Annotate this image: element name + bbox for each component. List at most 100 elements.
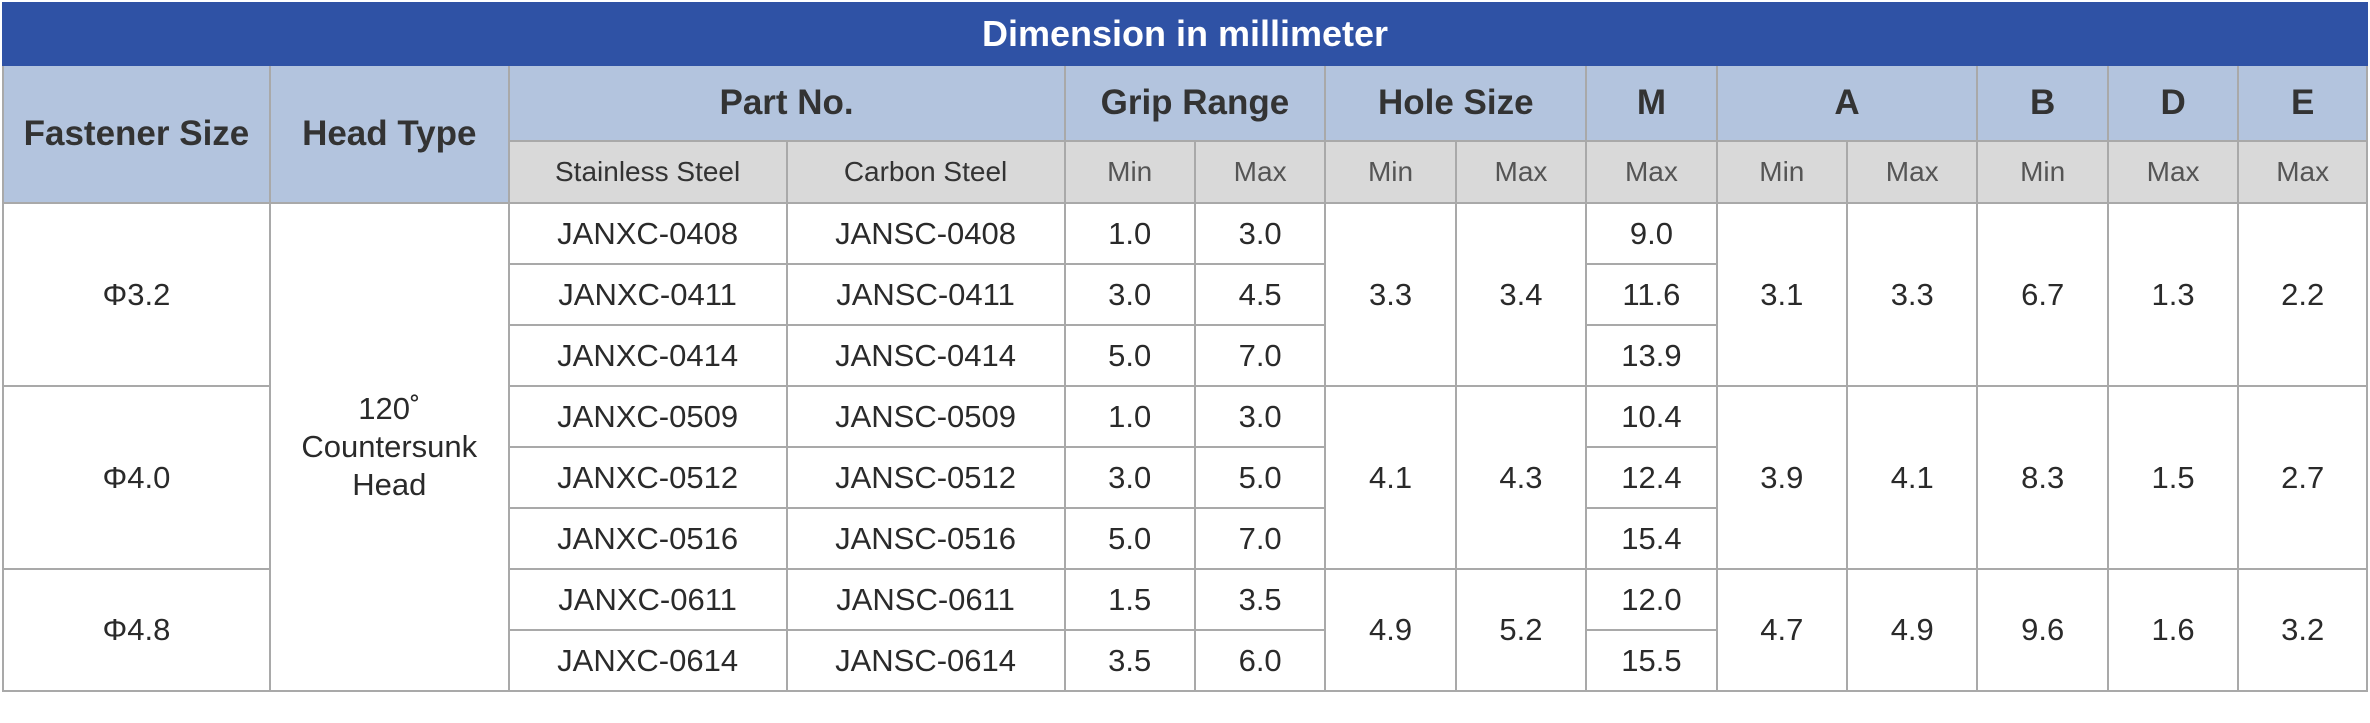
header-grip-range: Grip Range: [1063, 64, 1327, 142]
b-min-cell: 8.3: [1976, 385, 2109, 570]
header-fastener-size: Fastener Size: [2, 64, 271, 204]
a-max-cell: 3.3: [1846, 202, 1979, 387]
fastener-size-cell: Φ4.0: [2, 385, 271, 570]
table-row: Φ3.2 120˚ Countersunk Head JANXC-0408 JA…: [2, 202, 2368, 692]
carbon-part-cell: JANSC-0411: [785, 263, 1066, 326]
hole-min-cell: 3.3: [1324, 202, 1457, 387]
subheader-d-max: Max: [2106, 140, 2240, 204]
head-type-name: Countersunk: [301, 429, 478, 464]
subheader-a-min: Min: [1715, 140, 1849, 204]
grip-min-cell: 5.0: [1063, 507, 1196, 570]
stainless-part-cell: JANXC-0516: [507, 507, 788, 570]
subheader-carbon-steel: Carbon Steel: [785, 140, 1066, 204]
header-d: D: [2106, 64, 2240, 142]
header-e: E: [2237, 64, 2368, 142]
hole-max-cell: 3.4: [1454, 202, 1588, 387]
d-max-cell: 1.5: [2106, 385, 2240, 570]
subheader-grip-max: Max: [1193, 140, 1327, 204]
carbon-part-cell: JANSC-0516: [785, 507, 1066, 570]
header-head-type: Head Type: [268, 64, 510, 204]
grip-max-cell: 3.0: [1193, 202, 1327, 265]
stainless-part-cell: JANXC-0509: [507, 385, 788, 448]
m-max-cell: 10.4: [1585, 385, 1718, 448]
hole-min-cell: 4.1: [1324, 385, 1457, 570]
header-m: M: [1585, 64, 1718, 142]
header-part-no: Part No.: [507, 64, 1066, 142]
carbon-part-cell: JANSC-0509: [785, 385, 1066, 448]
header-hole-size: Hole Size: [1324, 64, 1588, 142]
table-row: JANXC-0516 JANSC-0516 5.0 7.0 15.4: [3, 507, 2367, 570]
d-max-cell: 1.3: [2106, 202, 2240, 387]
table-title: Dimension in millimeter: [2, 2, 2368, 66]
head-type-angle: 120˚: [358, 391, 421, 426]
b-min-cell: 9.6: [1976, 568, 2109, 692]
grip-max-cell: 7.0: [1193, 324, 1327, 387]
table-row: JANXC-0411 JANSC-0411 3.0 4.5 11.6: [3, 263, 2367, 326]
m-max-cell: 12.4: [1585, 446, 1718, 509]
table-row: Φ4.8 JANXC-0611 JANSC-0611 1.5 3.5 4.9 5…: [2, 568, 2368, 692]
grip-min-cell: 3.5: [1063, 629, 1196, 692]
carbon-part-cell: JANSC-0408: [785, 202, 1066, 265]
hole-max-cell: 5.2: [1454, 568, 1588, 692]
grip-max-cell: 4.5: [1193, 263, 1327, 326]
subheader-stainless-steel: Stainless Steel: [507, 140, 788, 204]
subheader-grip-min: Min: [1063, 140, 1196, 204]
table-row: JANXC-0614 JANSC-0614 3.5 6.0 15.5: [3, 629, 2367, 692]
a-min-cell: 3.1: [1715, 202, 1849, 387]
a-max-cell: 4.1: [1846, 385, 1979, 570]
stainless-part-cell: JANXC-0614: [507, 629, 788, 692]
m-max-cell: 11.6: [1585, 263, 1718, 326]
m-max-cell: 13.9: [1585, 324, 1718, 387]
stainless-part-cell: JANXC-0408: [507, 202, 788, 265]
grip-max-cell: 3.0: [1193, 385, 1327, 448]
subheader-hole-max: Max: [1454, 140, 1588, 204]
grip-max-cell: 6.0: [1193, 629, 1327, 692]
e-max-cell: 2.7: [2237, 385, 2368, 570]
table-row: JANXC-0512 JANSC-0512 3.0 5.0 12.4: [3, 446, 2367, 509]
a-min-cell: 3.9: [1715, 385, 1849, 570]
subheader-e-max: Max: [2237, 140, 2368, 204]
hole-max-cell: 4.3: [1454, 385, 1588, 570]
grip-min-cell: 1.5: [1063, 568, 1196, 631]
m-max-cell: 12.0: [1585, 568, 1718, 631]
fastener-size-cell: Φ4.8: [2, 568, 271, 692]
subheader-a-max: Max: [1846, 140, 1979, 204]
table-row: Φ4.0 JANXC-0509 JANSC-0509 1.0 3.0 4.1 4…: [2, 385, 2368, 570]
carbon-part-cell: JANSC-0512: [785, 446, 1066, 509]
a-min-cell: 4.7: [1715, 568, 1849, 692]
head-type-cell: 120˚ Countersunk Head: [268, 202, 510, 692]
grip-min-cell: 1.0: [1063, 202, 1196, 265]
subheader-hole-min: Min: [1324, 140, 1457, 204]
e-max-cell: 3.2: [2237, 568, 2368, 692]
subheader-m-max: Max: [1585, 140, 1718, 204]
grip-min-cell: 3.0: [1063, 263, 1196, 326]
a-max-cell: 4.9: [1846, 568, 1979, 692]
head-type-suffix: Head: [352, 467, 427, 502]
d-max-cell: 1.6: [2106, 568, 2240, 692]
stainless-part-cell: JANXC-0611: [507, 568, 788, 631]
stainless-part-cell: JANXC-0414: [507, 324, 788, 387]
dimension-table: Dimension in millimeter Fastener Size He…: [2, 2, 2368, 692]
grip-max-cell: 5.0: [1193, 446, 1327, 509]
grip-min-cell: 5.0: [1063, 324, 1196, 387]
subheader-b-min: Min: [1976, 140, 2109, 204]
table-row: JANXC-0414 JANSC-0414 5.0 7.0 13.9: [3, 324, 2367, 387]
stainless-part-cell: JANXC-0512: [507, 446, 788, 509]
header-a: A: [1715, 64, 1979, 142]
grip-max-cell: 3.5: [1193, 568, 1327, 631]
grip-min-cell: 1.0: [1063, 385, 1196, 448]
b-min-cell: 6.7: [1976, 202, 2109, 387]
carbon-part-cell: JANSC-0414: [785, 324, 1066, 387]
e-max-cell: 2.2: [2237, 202, 2368, 387]
grip-max-cell: 7.0: [1193, 507, 1327, 570]
fastener-size-cell: Φ3.2: [2, 202, 271, 387]
carbon-part-cell: JANSC-0611: [785, 568, 1066, 631]
hole-min-cell: 4.9: [1324, 568, 1457, 692]
m-max-cell: 15.5: [1585, 629, 1718, 692]
m-max-cell: 15.4: [1585, 507, 1718, 570]
header-b: B: [1976, 64, 2109, 142]
carbon-part-cell: JANSC-0614: [785, 629, 1066, 692]
stainless-part-cell: JANXC-0411: [507, 263, 788, 326]
m-max-cell: 9.0: [1585, 202, 1718, 265]
grip-min-cell: 3.0: [1063, 446, 1196, 509]
